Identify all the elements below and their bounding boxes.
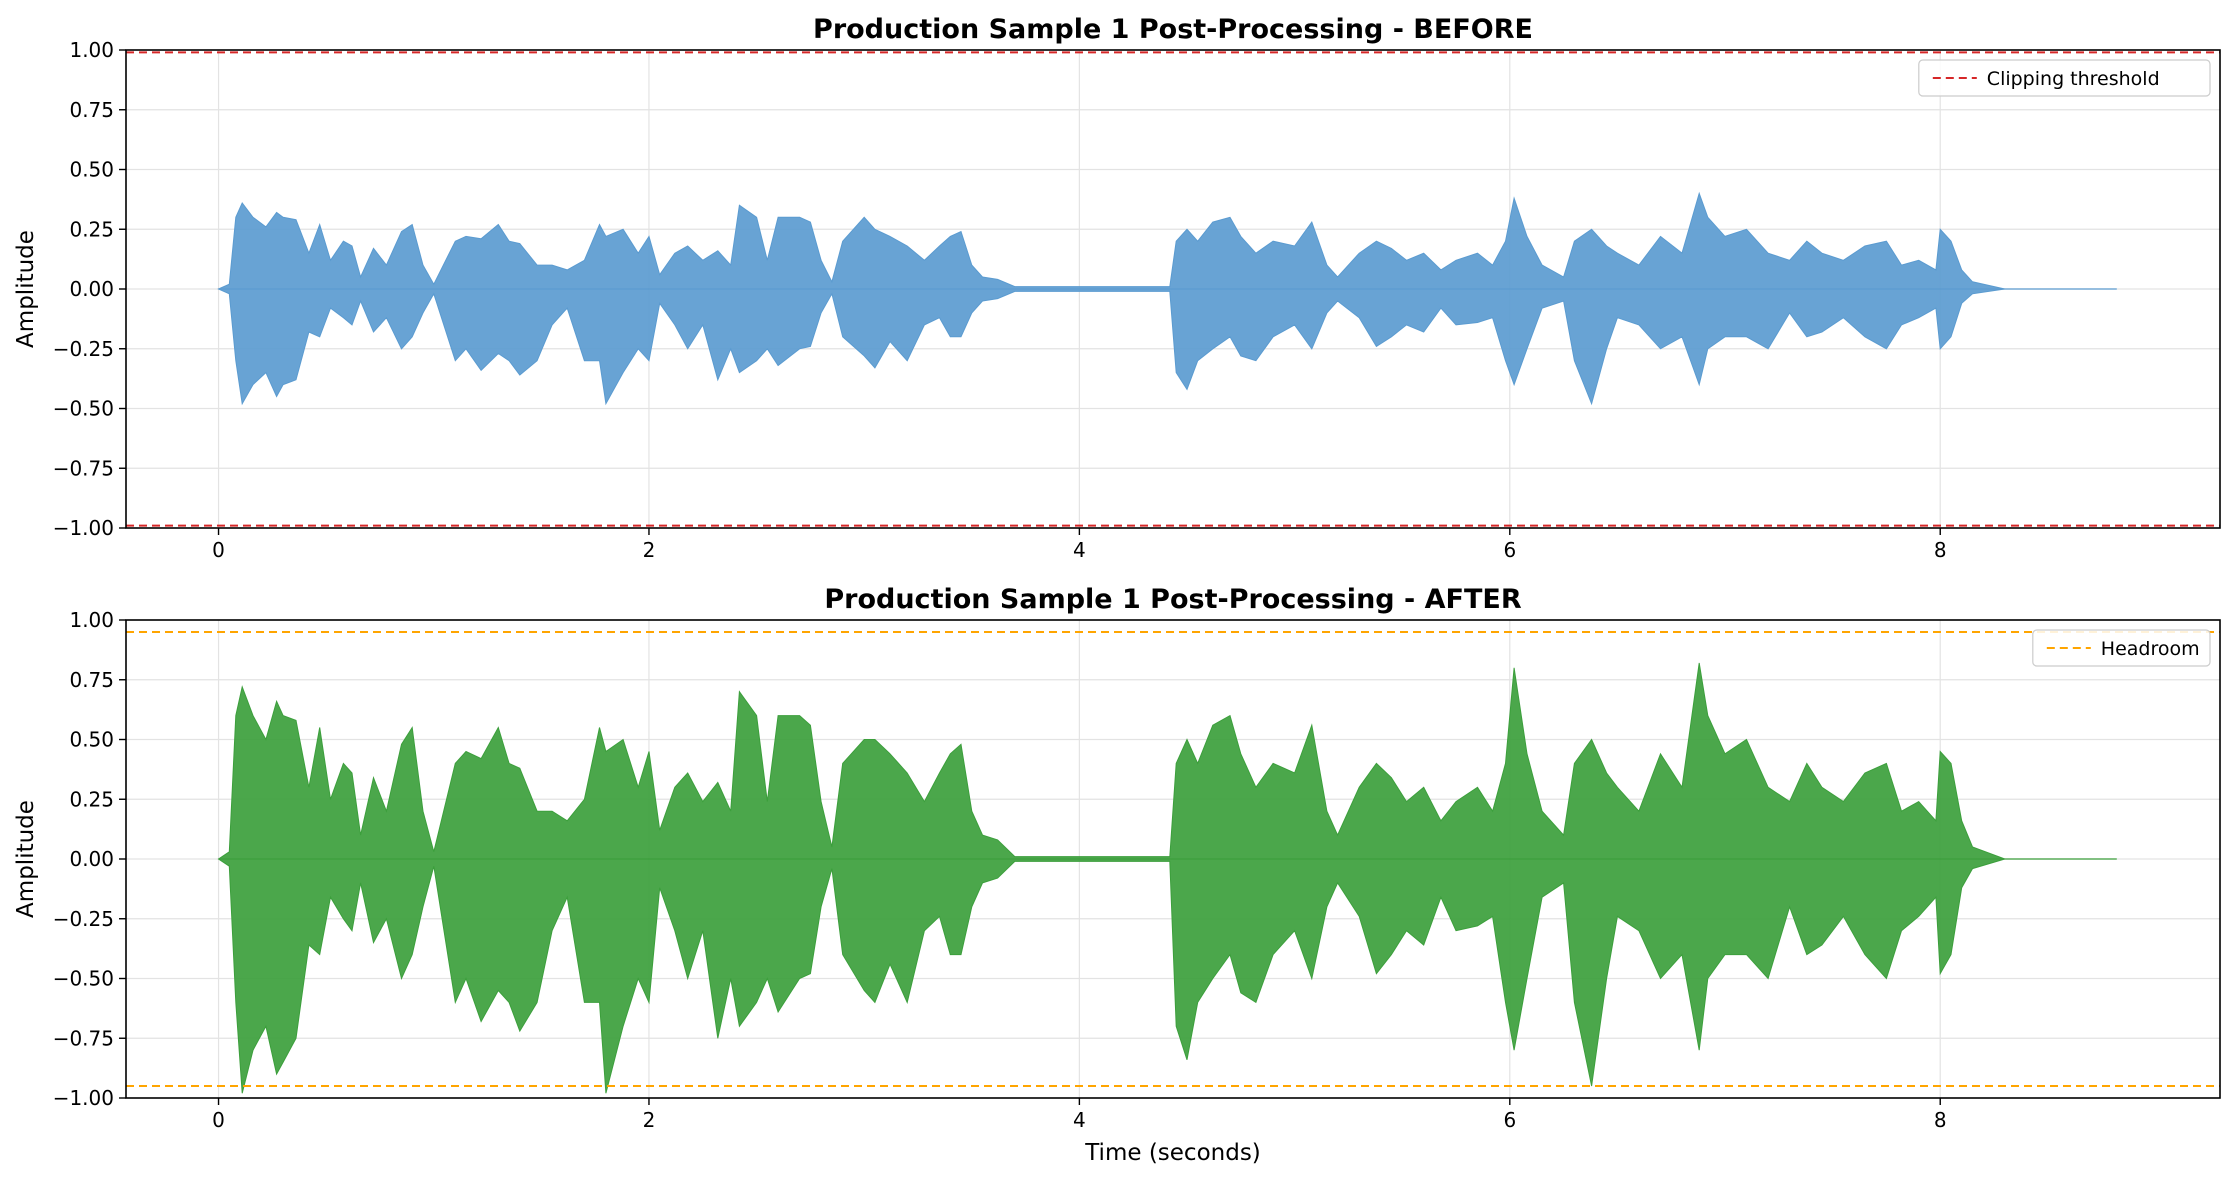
y-tick-label: −0.75: [53, 1026, 114, 1050]
x-tick-label: 8: [1934, 1108, 1947, 1132]
y-tick-label: −0.50: [53, 397, 114, 421]
x-tick-label: 8: [1934, 538, 1947, 562]
y-tick-label: 0.25: [69, 787, 114, 811]
y-tick-label: −0.25: [53, 337, 114, 361]
x-tick-label: 2: [643, 538, 656, 562]
y-tick-label: −1.00: [53, 1086, 114, 1110]
y-axis-label: Amplitude: [13, 230, 39, 348]
y-tick-label: −0.50: [53, 967, 114, 991]
x-tick-label: 6: [1503, 538, 1516, 562]
legend: Clipping threshold: [1918, 59, 2211, 97]
legend-label: Headroom: [2101, 638, 2200, 660]
waveform-envelope: [217, 191, 2117, 406]
y-tick-label: 0.50: [69, 158, 114, 182]
y-axis-label: Amplitude: [13, 800, 39, 918]
x-tick-label: 0: [212, 538, 225, 562]
chart-title: Production Sample 1 Post-Processing - AF…: [824, 584, 1521, 615]
y-tick-label: 0.75: [69, 668, 114, 692]
legend-box: [1918, 59, 2211, 97]
y-tick-label: −1.00: [53, 516, 114, 540]
y-tick-label: 0.00: [69, 277, 114, 301]
chart-title: Production Sample 1 Post-Processing - BE…: [813, 14, 1533, 45]
y-tick-label: 1.00: [69, 608, 114, 632]
y-tick-label: 0.75: [69, 98, 114, 122]
y-tick-label: 0.25: [69, 217, 114, 241]
legend: Headroom: [2032, 629, 2211, 667]
x-tick-label: 0: [212, 1108, 225, 1132]
x-tick-label: 4: [1073, 538, 1086, 562]
chart-panel-before: 0 2 4 6 8 −1.00 −0.75 −0.50 −0.25 0.00 0.25 0.50 0.7…: [13, 14, 2221, 562]
x-tick-label: 6: [1503, 1108, 1516, 1132]
waveform-envelope: [217, 662, 2117, 1094]
legend-box: [2032, 629, 2211, 667]
y-tick-label: −0.75: [53, 456, 114, 480]
x-tick-label: 2: [643, 1108, 656, 1132]
x-axis-label: Time (seconds): [1084, 1140, 1261, 1166]
y-tick-label: 0.00: [69, 847, 114, 871]
y-tick-label: 0.50: [69, 728, 114, 752]
y-tick-label: 1.00: [69, 38, 114, 62]
chart-panel-after: 0 2 4 6 8 −1.00 −0.75 −0.50 −0.25 0.00 0.25 0.50 0.7…: [13, 584, 2221, 1166]
x-tick-label: 4: [1073, 1108, 1086, 1132]
legend-label: Clipping threshold: [1987, 68, 2160, 90]
y-tick-label: −0.25: [53, 907, 114, 931]
